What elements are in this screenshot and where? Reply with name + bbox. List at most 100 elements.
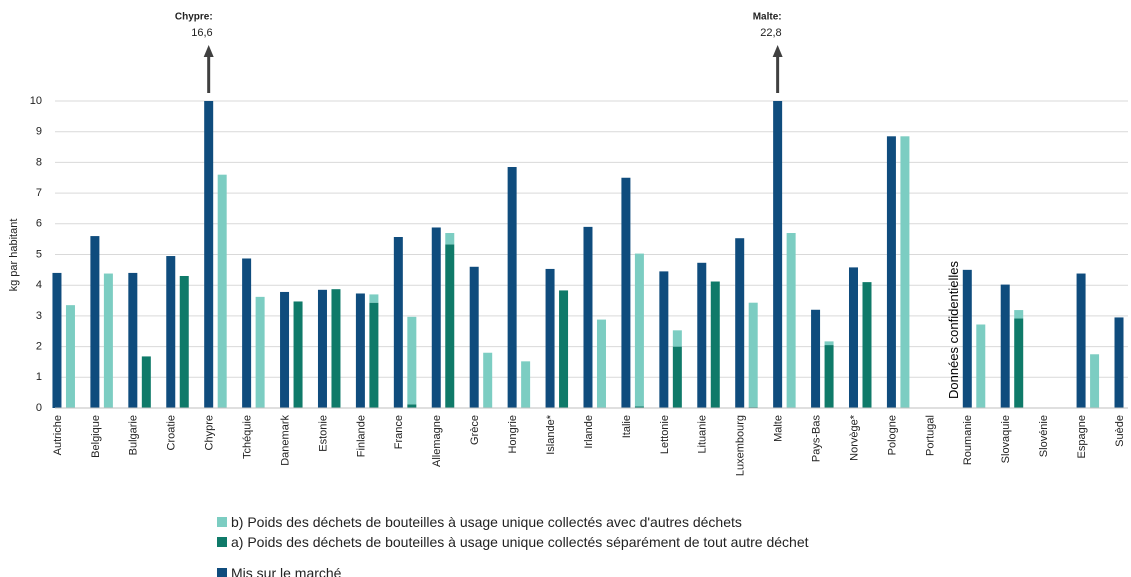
bar [1000, 284, 1010, 408]
bar [634, 253, 644, 407]
bar [90, 236, 100, 408]
bar [280, 291, 290, 408]
x-tick-label: Islande* [545, 414, 557, 454]
bar [824, 341, 834, 346]
x-tick-label: Estonie [317, 415, 329, 452]
bar [393, 237, 403, 408]
bar [773, 101, 783, 409]
bar [1014, 318, 1024, 408]
bar [672, 346, 682, 408]
annotation: Données confidentielles [946, 260, 961, 399]
bar [811, 309, 821, 408]
y-tick-label: 1 [36, 371, 42, 383]
x-tick-label: Lituanie [697, 415, 709, 454]
bar [469, 266, 479, 408]
y-tick-label: 3 [36, 310, 42, 322]
bar [217, 174, 227, 408]
bar [886, 136, 896, 408]
x-tick-label: Pays-Bas [810, 415, 822, 463]
bar [559, 290, 569, 408]
bar [735, 238, 745, 408]
bar [407, 316, 417, 405]
annotation: Malte: [753, 12, 782, 23]
bar [355, 293, 365, 408]
annotation: Chypre: [175, 12, 213, 23]
x-tick-label: Slovénie [1038, 415, 1050, 457]
bar [204, 101, 214, 408]
bar [634, 406, 644, 408]
y-tick-label: 7 [36, 187, 42, 199]
bar [483, 352, 493, 408]
bar [621, 177, 631, 408]
bar [445, 233, 455, 245]
x-tick-label: Tchéquie [242, 415, 254, 459]
bar [317, 289, 327, 408]
bar [848, 267, 858, 408]
bar [962, 269, 972, 408]
y-tick-label: 10 [30, 95, 42, 107]
bar [748, 302, 758, 408]
bar [900, 136, 910, 408]
x-tick-label: Danemark [279, 415, 291, 466]
x-tick-label: France [393, 415, 405, 449]
y-tick-label: 6 [36, 218, 42, 230]
legend-item: b) Poids des déchets de bouteilles à usa… [217, 514, 742, 530]
bar [672, 330, 682, 347]
bar [1090, 354, 1100, 408]
x-tick-label: Roumanie [962, 415, 974, 465]
bar [1014, 310, 1024, 319]
x-tick-label: Hongrie [507, 415, 519, 454]
y-tick-label: 2 [36, 341, 42, 353]
bar [862, 282, 872, 408]
bar [331, 289, 341, 408]
bar [1114, 317, 1124, 408]
bar [786, 233, 796, 408]
legend-swatch [217, 568, 227, 577]
bar [369, 294, 379, 303]
bar [596, 319, 606, 408]
x-tick-label: Suède [1114, 415, 1126, 447]
x-tick-label: Croatie [166, 415, 178, 450]
arrow-head [772, 45, 783, 57]
bar [659, 271, 669, 408]
legend-item: a) Poids des déchets de bouteilles à usa… [217, 534, 809, 550]
bar [824, 345, 834, 408]
bar [128, 272, 138, 408]
bar [369, 302, 379, 408]
y-tick-label: 4 [36, 279, 42, 291]
x-tick-label: Chypre [204, 415, 216, 450]
x-tick-label: Irlande [583, 415, 595, 449]
arrow-head [203, 45, 214, 57]
bar [141, 356, 151, 408]
x-tick-label: Portugal [924, 415, 936, 456]
bar [1076, 273, 1086, 408]
x-tick-label: Slovaquie [1000, 415, 1012, 463]
bar [52, 272, 62, 408]
x-tick-label: Bulgarie [128, 415, 140, 455]
value-label: 16,6 [191, 27, 212, 39]
bar [521, 361, 531, 408]
x-tick-label: Luxembourg [735, 415, 747, 476]
legend-label: Mis sur le marché [231, 565, 342, 577]
value-label: 22,8 [760, 27, 781, 39]
y-tick-label: 9 [36, 126, 42, 138]
legend-item: Mis sur le marché [217, 565, 341, 577]
legend-swatch [217, 537, 227, 547]
x-tick-label: Grèce [469, 415, 481, 445]
bar [545, 268, 555, 408]
bar [431, 227, 441, 408]
bar [179, 275, 189, 408]
x-tick-label: Norvège* [848, 414, 860, 461]
bar [507, 167, 517, 408]
bar [583, 226, 593, 408]
bar [407, 404, 417, 408]
y-tick-label: 8 [36, 156, 42, 168]
y-axis-title: kg par habitant [8, 219, 20, 292]
bar [103, 273, 113, 408]
legend-label: a) Poids des déchets de bouteilles à usa… [231, 534, 809, 550]
x-tick-label: Espagne [1076, 415, 1088, 458]
x-tick-label: Belgique [90, 415, 102, 458]
